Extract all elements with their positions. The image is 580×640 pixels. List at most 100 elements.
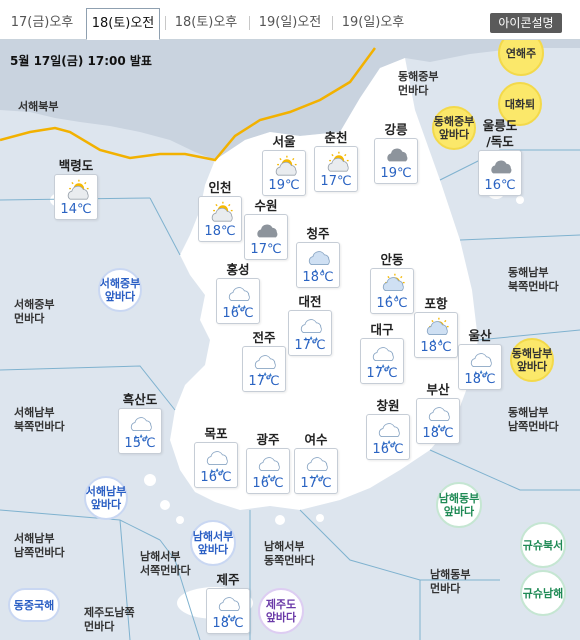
station-card[interactable]: 16℃: [194, 442, 238, 488]
sea-zone-dongjunggukhae[interactable]: 동중국해: [8, 588, 60, 622]
station-andong[interactable]: 안동 16℃: [370, 252, 414, 314]
station-name: 인천: [208, 180, 232, 195]
forecast-time-tabs: 17(금)오후 18(토)오전 18(토)오후 19(일)오전 19(일)오후 …: [0, 0, 580, 40]
cloudy-icon: [387, 148, 408, 162]
station-card[interactable]: 19℃: [374, 138, 418, 184]
station-card[interactable]: 18℃: [198, 196, 242, 242]
tab-19-sun-am[interactable]: 19(일)오전: [258, 15, 322, 30]
station-name: 안동: [380, 252, 404, 267]
station-pohang[interactable]: 포항 18℃: [414, 296, 458, 358]
sea-zone-donghae-jungbu-anbada[interactable]: 동해중부 앞바다: [432, 106, 476, 150]
sea-label-namhae-dongbu-meon: 남해동부 먼바다: [430, 568, 471, 595]
station-daejeon[interactable]: 대전 17℃: [288, 294, 332, 356]
station-incheon[interactable]: 인천 18℃: [198, 180, 242, 242]
station-jeonju[interactable]: 전주 17℃: [242, 330, 286, 392]
station-temperature: 18℃: [302, 270, 334, 285]
station-card[interactable]: 18℃: [296, 242, 340, 288]
station-name: 창원: [376, 398, 400, 413]
station-temperature: 16℃: [200, 470, 232, 485]
station-temperature: 17℃: [294, 338, 326, 353]
station-name: 여수: [304, 432, 328, 447]
sea-zone-namhae-dongbu-anbada[interactable]: 남해동부 앞바다: [436, 482, 482, 528]
dokdo-island: [516, 196, 524, 204]
station-name: 흑산도: [122, 392, 158, 407]
station-card[interactable]: 17℃: [360, 338, 404, 384]
station-changwon[interactable]: 창원 16℃: [366, 398, 410, 460]
station-card[interactable]: 17℃: [242, 346, 286, 392]
tab-19-sun-pm[interactable]: 19(일)오후: [341, 15, 405, 30]
station-name: 홍성: [226, 262, 250, 277]
tab-18-sat-pm[interactable]: 18(토)오후: [174, 15, 238, 30]
station-name: 수원: [254, 198, 278, 213]
sea-zone-daehwatoe[interactable]: 대화퇴: [498, 82, 542, 126]
station-card[interactable]: 16℃: [216, 278, 260, 324]
station-card[interactable]: 19℃: [262, 150, 306, 196]
rain-icon: [228, 287, 250, 312]
station-temperature: 16℃: [376, 296, 408, 311]
station-mokpo[interactable]: 목포 16℃: [194, 426, 238, 488]
rain-icon: [218, 597, 240, 622]
sea-label-namhae-seobu-seojjok: 남해서부 서쪽먼바다: [140, 550, 191, 577]
station-card[interactable]: 18℃: [206, 588, 250, 634]
station-card[interactable]: 18℃: [416, 398, 460, 444]
sea-label-seohae-bukbu: 서해북부: [18, 100, 59, 113]
station-temperature: 16℃: [222, 306, 254, 321]
station-cheongju[interactable]: 청주 18℃: [296, 226, 340, 288]
station-busan[interactable]: 부산 18℃: [416, 382, 460, 444]
sea-zone-seohae-nambu-anbada[interactable]: 서해남부 앞바다: [84, 476, 128, 520]
station-temperature: 18℃: [204, 224, 236, 239]
station-card[interactable]: 16℃: [246, 448, 290, 494]
tab-separator: [332, 16, 333, 30]
station-yeosu[interactable]: 여수 17℃: [294, 432, 338, 494]
tab-18-sat-am[interactable]: 18(토)오전: [86, 8, 160, 40]
sea-label-seohae-nambu-bukjjok: 서해남부 북쪽먼바다: [14, 406, 65, 433]
station-card[interactable]: 15℃: [118, 408, 162, 454]
sea-zone-kyushu-namhae[interactable]: 규슈남해: [520, 570, 566, 616]
station-card[interactable]: 17℃: [288, 310, 332, 356]
station-card[interactable]: 18℃: [458, 344, 502, 390]
sea-zone-yeonhaeju[interactable]: 연해주: [498, 40, 544, 76]
station-card[interactable]: 18℃: [414, 312, 458, 358]
partly-cloudy-icon: [327, 151, 349, 172]
sea-zone-seohae-jungbu-anbada[interactable]: 서해중부 앞바다: [98, 268, 142, 312]
sea-zone-donghae-nambu-anbada[interactable]: 동해남부 앞바다: [510, 338, 554, 382]
station-name: 대구: [370, 322, 394, 337]
station-ulleungdo[interactable]: 울릉도 /독도 16℃: [478, 118, 522, 196]
station-chuncheon[interactable]: 춘천 17℃: [314, 130, 358, 192]
station-jeju[interactable]: 제주 18℃: [206, 572, 250, 634]
station-hongseong[interactable]: 홍성 16℃: [216, 262, 260, 324]
icon-legend-button[interactable]: 아이콘설명: [490, 13, 562, 33]
station-card[interactable]: 17℃: [314, 146, 358, 192]
station-daegu[interactable]: 대구 17℃: [360, 322, 404, 384]
station-gwangju[interactable]: 광주 16℃: [246, 432, 290, 494]
tab-17-fri-pm[interactable]: 17(금)오후: [10, 15, 74, 30]
partly-cloudy-icon: [211, 201, 233, 222]
sea-zone-namhae-seobu-anbada[interactable]: 남해서부 앞바다: [190, 520, 236, 566]
station-card[interactable]: 17℃: [294, 448, 338, 494]
station-temperature: 16℃: [484, 178, 516, 193]
station-card[interactable]: 14℃: [54, 174, 98, 220]
rain-icon: [258, 457, 280, 482]
station-gangneung[interactable]: 강릉 19℃: [374, 122, 418, 184]
station-seoul[interactable]: 서울 19℃: [262, 134, 306, 196]
tab-separator: [165, 16, 166, 30]
station-temperature: 17℃: [250, 242, 282, 257]
station-temperature: 15℃: [124, 436, 156, 451]
station-temperature: 18℃: [212, 616, 244, 631]
cloudy-icon: [257, 224, 278, 238]
sea-zone-kyushu-bukseo[interactable]: 규슈북서: [520, 522, 566, 568]
southwest-islet: [176, 516, 184, 524]
sea-label-jeju-namjjok: 제주도남쪽 먼바다: [84, 606, 135, 633]
station-heuksando[interactable]: 흑산도 15℃: [118, 392, 162, 454]
station-card[interactable]: 16℃: [478, 150, 522, 196]
sea-zone-jeju-anbada[interactable]: 제주도 앞바다: [258, 588, 304, 634]
station-card[interactable]: 16℃: [366, 414, 410, 460]
station-card[interactable]: 17℃: [244, 214, 288, 260]
station-ulsan[interactable]: 울산 18℃: [458, 328, 502, 390]
station-suwon[interactable]: 수원 17℃: [244, 198, 288, 260]
announcement-time: 5월 17일(금) 17:00 발표: [10, 54, 152, 68]
station-card[interactable]: 16℃: [370, 268, 414, 314]
station-baengnyeongdo[interactable]: 백령도 14℃: [54, 158, 98, 220]
rain-icon: [372, 347, 394, 372]
